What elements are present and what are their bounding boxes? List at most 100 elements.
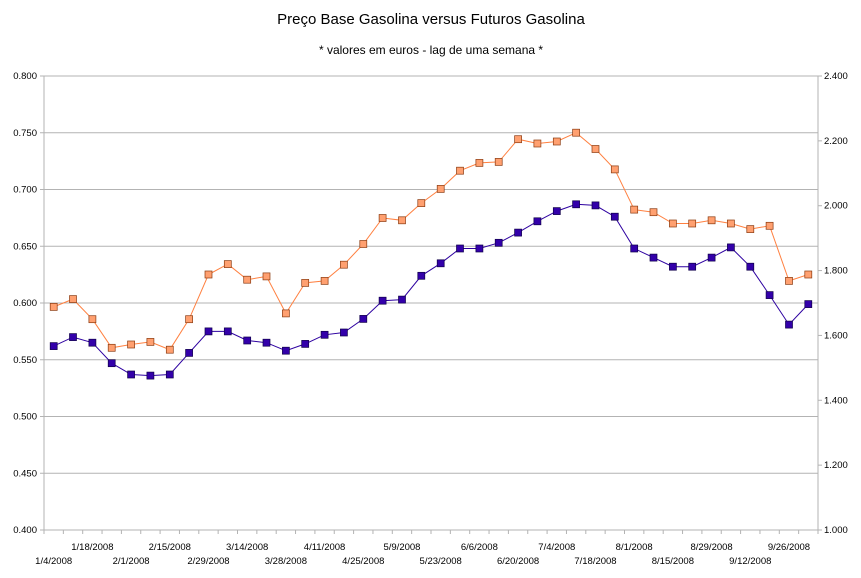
x-tick-label: 6/6/2008 <box>461 542 498 553</box>
series-2-point <box>727 219 735 228</box>
series-1-point <box>417 271 426 280</box>
series-2-point <box>204 270 213 279</box>
y-right-tick-label: 2.200 <box>824 136 848 147</box>
x-tick-label: 4/11/2008 <box>304 542 346 553</box>
series-2-point <box>785 277 793 285</box>
series-1-point <box>146 371 155 380</box>
series-2-point <box>88 315 97 324</box>
series-2-point <box>494 158 503 166</box>
series-1-point <box>456 244 464 253</box>
x-tick-label: 2/1/2008 <box>113 556 150 567</box>
series-1-point <box>688 262 697 271</box>
tick-labels: 0.400 0.450 0.500 0.550 0.600 0.650 0.700 0.750… <box>13 71 848 567</box>
series-2-point <box>301 279 310 287</box>
series-1-point <box>785 320 793 329</box>
series-2-point <box>514 135 522 144</box>
series-2-point <box>533 139 542 148</box>
series-2-point <box>49 303 58 311</box>
series-2-point <box>282 309 290 318</box>
y-right-tick-label: 2.000 <box>824 201 848 212</box>
x-tick-label: 7/4/2008 <box>538 542 575 553</box>
y-left-tick-label: 0.450 <box>13 468 37 479</box>
series-2-point <box>804 270 813 279</box>
y-left-tick-label: 0.500 <box>13 412 37 423</box>
series-1-point <box>340 328 348 337</box>
x-tick-label: 8/15/2008 <box>652 556 694 567</box>
series-2-point <box>398 216 406 225</box>
x-tick-label: 2/29/2008 <box>187 556 229 567</box>
series-1-point <box>649 253 658 262</box>
series-1-point <box>572 200 580 209</box>
x-tick-label: 3/28/2008 <box>265 556 307 567</box>
x-tick-label: 5/9/2008 <box>383 542 420 553</box>
series-2-point <box>223 260 232 268</box>
series-1-point <box>282 346 290 355</box>
series-2-point <box>610 165 619 174</box>
series-1-point <box>494 238 503 247</box>
series-2-point <box>243 275 252 284</box>
y-left-tick-label: 0.600 <box>13 298 37 309</box>
series-2-point <box>436 185 445 193</box>
series-1-point <box>804 300 813 308</box>
x-tick-label: 1/18/2008 <box>71 542 113 553</box>
series-line-1 <box>53 203 809 377</box>
series-2-point <box>552 137 561 146</box>
series-1-point <box>378 296 387 305</box>
series-1-point <box>243 336 252 345</box>
series-2-point <box>746 225 755 233</box>
y-right-tick-label: 1.200 <box>824 460 848 471</box>
series-2-point <box>649 208 658 217</box>
series-line-2 <box>53 132 809 351</box>
x-tick-label: 9/26/2008 <box>768 542 810 553</box>
series-2-point <box>417 199 426 207</box>
series-1-point <box>398 295 406 304</box>
x-tick-label: 7/18/2008 <box>574 556 616 567</box>
axes <box>40 75 822 534</box>
series-1-point <box>552 207 561 215</box>
series-2-point <box>185 315 193 324</box>
series-1-point <box>69 333 77 341</box>
x-tick-label: 6/20/2008 <box>497 556 539 567</box>
series-group <box>49 128 813 380</box>
series-1-point <box>165 370 174 379</box>
x-tick-label: 3/14/2008 <box>226 542 268 553</box>
series-2-point <box>456 166 464 175</box>
series-2-point <box>262 272 271 281</box>
series-2-point <box>378 214 387 222</box>
series-1-point <box>301 340 310 348</box>
series-1-point <box>88 338 97 347</box>
y-right-tick-label: 1.800 <box>824 266 848 277</box>
series-1-point <box>591 201 600 210</box>
series-1-point <box>533 217 542 226</box>
series-1-point <box>765 291 774 299</box>
series-1-point <box>727 243 735 252</box>
series-1-point <box>475 244 484 253</box>
series-2-point <box>765 221 774 230</box>
series-2-point <box>107 343 116 352</box>
series-1-point <box>223 327 232 336</box>
series-1-point <box>127 370 135 379</box>
series-1-point <box>185 349 193 357</box>
series-1-point <box>746 262 755 271</box>
series-1-point <box>320 330 329 339</box>
series-1-point <box>436 259 445 268</box>
y-left-tick-label: 0.550 <box>13 355 37 366</box>
x-tick-label: 8/29/2008 <box>690 542 732 553</box>
series-1-point <box>707 253 716 262</box>
chart-title: Preço Base Gasolina versus Futuros Gasol… <box>277 11 585 28</box>
x-tick-label: 5/23/2008 <box>420 556 462 567</box>
series-2-point <box>707 216 716 225</box>
series-2-point <box>630 205 639 214</box>
y-right-tick-label: 1.400 <box>824 395 848 406</box>
series-1-point <box>204 327 213 336</box>
chart-subtitle: * valores em euros - lag de uma semana * <box>319 43 543 57</box>
series-1-point <box>630 244 639 253</box>
y-left-tick-label: 0.750 <box>13 128 37 139</box>
series-2-point <box>591 145 600 153</box>
y-left-tick-label: 0.400 <box>13 525 37 536</box>
series-1-point <box>514 228 522 237</box>
series-2-point <box>669 219 677 228</box>
series-1-point <box>610 212 619 221</box>
